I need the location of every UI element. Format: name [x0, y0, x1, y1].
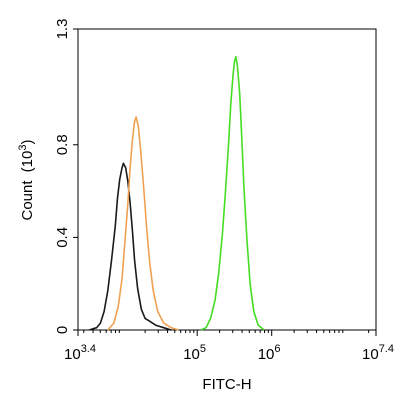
y-tick-label-3: 1.3 [54, 19, 71, 40]
x-tick-label-0: 103.4 [64, 343, 96, 363]
y-axis-label: Count (103) [17, 139, 36, 220]
x-axis-label: FITC-H [202, 376, 251, 393]
x-tick-label-2: 106 [258, 343, 281, 363]
series-line-1 [88, 162, 172, 331]
y-tick-label-1: 0.4 [54, 227, 71, 248]
y-axis-label-exponent: 3 [17, 144, 29, 150]
series-line-2 [107, 116, 179, 331]
plot-frame [77, 28, 377, 331]
series-layer [88, 56, 265, 331]
series-line-3 [200, 56, 265, 331]
x-tick-label-1: 105 [183, 343, 206, 363]
y-tick-label-2: 0.8 [54, 134, 71, 155]
y-axis-label-base: Count [19, 180, 36, 221]
x-axis-ticks: 103.4 105 106 107.4 [64, 330, 394, 363]
x-tick-label-3: 107.4 [362, 343, 394, 363]
y-axis-ticks: 0 0.4 0.8 1.3 [54, 19, 78, 334]
y-tick-label-0: 0 [54, 326, 71, 334]
